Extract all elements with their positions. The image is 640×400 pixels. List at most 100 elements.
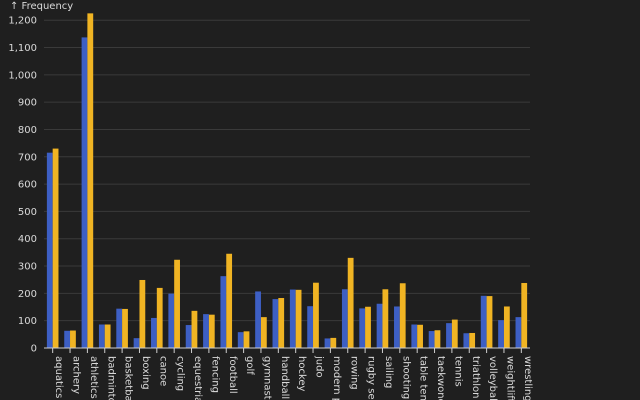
bar (185, 325, 192, 348)
x-tick-label: badminton (105, 356, 116, 400)
bar (191, 310, 198, 348)
y-tick-label: 600 (18, 180, 37, 191)
y-tick-label: 1,200 (8, 16, 37, 27)
bar (52, 148, 59, 348)
bar (203, 314, 209, 348)
y-axis-title: ↑ Frequency (10, 1, 73, 12)
bar (174, 259, 180, 348)
bar (156, 287, 163, 348)
x-tick-label: fencing (209, 356, 220, 393)
axes (44, 347, 530, 353)
bars (46, 13, 528, 349)
bar (451, 319, 458, 348)
bar (278, 298, 285, 348)
y-tick-label: 700 (18, 152, 37, 163)
x-tick-label: judo (314, 355, 325, 378)
bar (498, 320, 504, 348)
tick-labels: 0 100 200 300 400 500 600 700 800 900 1,000 1,100 1,… (8, 16, 532, 400)
y-tick-label: 0 (31, 344, 37, 355)
y-tick-label: 300 (18, 262, 37, 273)
x-tick-label: shooting (400, 356, 411, 399)
bar (347, 257, 354, 348)
bar (446, 323, 452, 348)
bar (116, 308, 123, 348)
bar (64, 330, 71, 348)
y-tick-label: 500 (18, 207, 37, 218)
y-tick-label: 900 (18, 98, 37, 109)
bar (260, 317, 267, 348)
x-tick-label: rowing (348, 356, 359, 390)
bar (98, 324, 105, 348)
x-tick-label: cycling (175, 356, 186, 391)
bar (469, 332, 476, 348)
bar (272, 299, 279, 348)
bar (365, 306, 371, 348)
bar (313, 282, 319, 348)
bar (382, 289, 389, 348)
bar (503, 306, 510, 348)
bar (46, 152, 53, 348)
x-tick-label: table tenni (418, 356, 429, 400)
bar (330, 337, 337, 348)
bar (226, 253, 233, 348)
bar (81, 37, 88, 348)
bar (376, 303, 383, 348)
bar (394, 306, 400, 348)
bar (486, 296, 493, 348)
bar (515, 317, 522, 348)
y-tick-label: 100 (18, 316, 37, 327)
bar (359, 308, 366, 348)
y-tick-label: 800 (18, 125, 37, 136)
bar (307, 306, 314, 348)
bar (341, 289, 348, 348)
bar (295, 289, 302, 348)
bar (399, 283, 406, 348)
x-tick-label: sailing (383, 356, 394, 388)
y-tick-label: 1,100 (8, 43, 37, 54)
y-tick-label: 1,000 (8, 70, 37, 81)
x-tick-label: rugby seve (366, 356, 377, 400)
bar (434, 330, 441, 348)
x-tick-label: equestrian (192, 356, 203, 400)
bar (417, 324, 423, 348)
bar (220, 276, 227, 348)
x-tick-label: taekwondo (435, 356, 446, 400)
bar (168, 293, 175, 348)
bar (324, 338, 331, 348)
bar (521, 282, 528, 348)
x-tick-label: wrestling (522, 356, 533, 400)
x-tick-label: canoe (157, 356, 168, 386)
gridlines (44, 19, 530, 322)
x-tick-label: basketball (123, 356, 134, 400)
x-tick-label: athletics (88, 356, 99, 399)
x-tick-label: hockey (296, 356, 307, 392)
x-tick-label: aquatics (53, 356, 64, 398)
x-tick-label: handball (279, 356, 290, 399)
x-tick-label: modern pe (331, 356, 342, 400)
x-tick-label: boxing (140, 356, 151, 390)
bar (243, 331, 250, 348)
x-tick-label: archery (71, 356, 82, 394)
bar (70, 330, 76, 348)
bar (151, 317, 157, 348)
bar (480, 295, 487, 348)
bar (255, 291, 261, 348)
x-tick-label: golf (244, 356, 255, 375)
x-tick-label: tennis (452, 356, 463, 387)
bar (411, 324, 418, 348)
bar (122, 308, 128, 348)
y-tick-label: 400 (18, 234, 37, 245)
bar (463, 333, 470, 348)
bar (208, 314, 215, 348)
bar (104, 324, 111, 348)
bar (289, 289, 296, 348)
x-tick-label: weightlifti (504, 356, 515, 400)
x-tick-label: football (227, 356, 238, 394)
x-tick-label: gymnastic (261, 356, 272, 400)
bar (428, 331, 435, 348)
bar (87, 13, 94, 349)
x-tick-label: volleyball (487, 356, 498, 400)
bar (237, 332, 244, 348)
y-tick-label: 200 (18, 289, 37, 300)
